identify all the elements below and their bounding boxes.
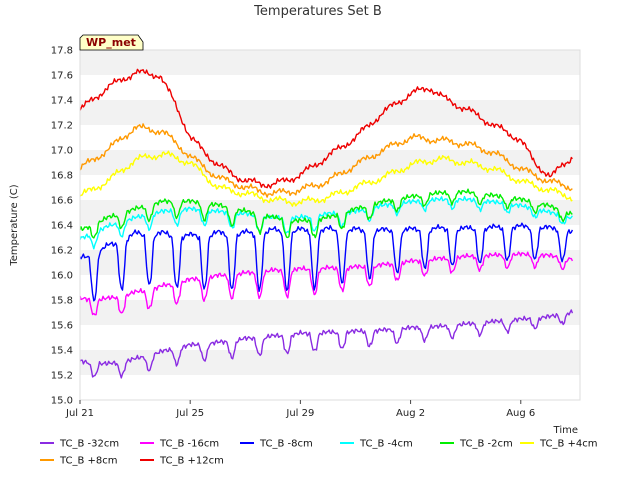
grid-band [80, 300, 580, 325]
legend-label: TC_B -4cm [359, 439, 413, 450]
grid-band [80, 325, 580, 350]
y-axis-label: Temperature (C) [9, 184, 20, 266]
series-line [79, 188, 573, 239]
series-line [79, 309, 574, 379]
grid-bands [80, 50, 580, 400]
series-line [79, 251, 574, 316]
x-tick-label: Jul 21 [65, 408, 94, 419]
legend-label: TC_B -2cm [459, 439, 513, 450]
legend-label: TC_B -16cm [159, 439, 219, 450]
x-tick-label: Aug 6 [506, 408, 535, 419]
y-tick-label: 16.8 [51, 171, 73, 182]
station-badge-label: WP_met [86, 36, 136, 49]
series-line [79, 68, 573, 189]
series-tc-b-2cm [79, 188, 573, 239]
legend-item: TC_B -2cm [440, 439, 513, 450]
legend-label: TC_B +4cm [539, 439, 598, 450]
y-tick-label: 15.4 [51, 346, 73, 357]
grid-band [80, 350, 580, 375]
legend-item: TC_B +12cm [140, 456, 224, 467]
legend-label: TC_B -32cm [59, 439, 119, 450]
legend-label: TC_B +8cm [59, 456, 118, 467]
legend-label: TC_B +12cm [159, 456, 224, 467]
y-tick-label: 17.8 [51, 46, 73, 57]
y-tick-label: 15.0 [51, 396, 73, 407]
y-tick-label: 15.8 [51, 296, 73, 307]
y-tick-label: 16.2 [51, 246, 73, 257]
legend-item: TC_B -8cm [240, 439, 313, 450]
plot-frame [79, 49, 581, 401]
legend-item: TC_B -32cm [40, 439, 119, 450]
series-tc-b-8cm [79, 222, 574, 302]
legend-label: TC_B -8cm [259, 439, 313, 450]
chart-title: Temperatures Set B [253, 4, 382, 19]
y-tick-label: 17.6 [51, 71, 73, 82]
series-line [79, 195, 573, 250]
y-tick-label: 15.2 [51, 371, 73, 382]
station-badge: WP_met [79, 34, 144, 51]
series-tc-b-12cm [79, 68, 573, 189]
legend: TC_B -32cm TC_B -16cm TC_B -8cm TC_B -4cm TC… [40, 439, 598, 467]
y-tick-label: 16.0 [51, 271, 73, 282]
y-tick-label: 16.4 [51, 221, 73, 232]
grid-band [80, 275, 580, 300]
series-line [79, 123, 573, 198]
series-tc-b-8cm [79, 123, 573, 198]
series-tc-b-16cm [79, 251, 574, 316]
y-tick-label: 17.2 [51, 121, 73, 132]
x-axis-label: Time [553, 425, 578, 436]
y-axis-ticks: 15.0 15.2 15.4 15.6 15.8 16.0 16.2 16.4 16.6 16.8… [51, 46, 73, 407]
grid-band [80, 125, 580, 150]
series-tc-b-4cm [79, 150, 573, 207]
legend-item: TC_B -16cm [140, 439, 219, 450]
series-tc-b-4cm [79, 195, 573, 250]
y-tick-label: 17.4 [51, 96, 73, 107]
x-tick-label: Aug 2 [396, 408, 425, 419]
series-line [79, 150, 573, 207]
series-lines [79, 68, 574, 379]
y-tick-label: 17.0 [51, 146, 73, 157]
series-tc-b-32cm [79, 309, 574, 379]
legend-item: TC_B -4cm [340, 439, 413, 450]
legend-item: TC_B +4cm [520, 439, 598, 450]
grid-band [80, 375, 580, 400]
x-axis-ticks: Jul 21 Jul 25 Jul 29 Aug 2 Aug 6 [65, 400, 535, 419]
y-tick-label: 16.6 [51, 196, 73, 207]
grid-band [80, 100, 580, 125]
grid-band [80, 75, 580, 100]
y-tick-label: 15.6 [51, 321, 73, 332]
x-tick-label: Jul 25 [175, 408, 204, 419]
series-line [79, 222, 574, 302]
x-tick-label: Jul 29 [285, 408, 314, 419]
grid-band [80, 50, 580, 75]
grid-band [80, 225, 580, 250]
legend-item: TC_B +8cm [40, 456, 118, 467]
